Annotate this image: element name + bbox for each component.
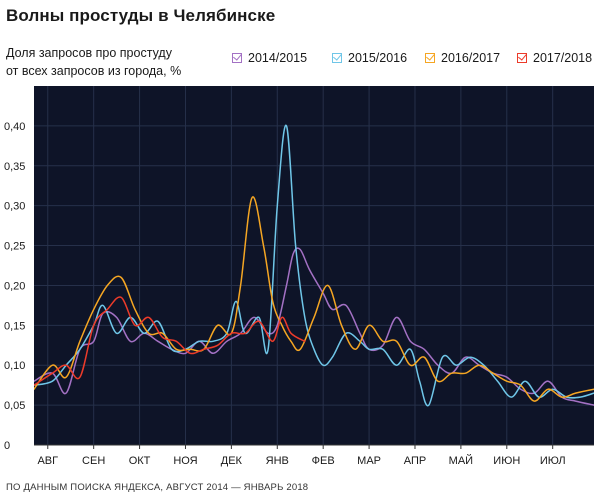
legend-label-2016-2017: 2016/2017 xyxy=(441,51,501,65)
legend-item-2014-2015[interactable]: 2014/2015 xyxy=(232,51,307,65)
x-tick-label: ЯНВ xyxy=(266,455,289,467)
x-tick-label: ФЕВ xyxy=(312,455,335,467)
x-tick-label: ИЮЛ xyxy=(540,455,566,467)
y-tick-label: 0,35 xyxy=(4,161,25,173)
y-axis-description-line-2: от всех запросов из города, % xyxy=(6,64,182,78)
x-tick-label: НОЯ xyxy=(173,455,197,467)
x-tick-label: МАЙ xyxy=(449,454,473,467)
legend-item-2015-2016[interactable]: 2015/2016 xyxy=(332,51,407,65)
x-tick-label: СЕН xyxy=(82,455,105,467)
x-tick-label: ИЮН xyxy=(493,455,520,467)
series-line-2016-2017 xyxy=(34,196,594,402)
legend: 2014/2015 2015/2016 2016/2017 2017/2018 xyxy=(232,51,597,71)
chart-title: Волны простуды в Челябинске xyxy=(6,6,276,25)
y-axis-description-line-1: Доля запросов про простуду xyxy=(6,46,172,60)
legend-swatch-2016-2017 xyxy=(425,53,435,63)
legend-label-2014-2015: 2014/2015 xyxy=(248,51,308,65)
x-tick-label: ДЕК xyxy=(221,455,243,467)
legend-label-2017-2018: 2017/2018 xyxy=(533,51,593,65)
y-tick-label: 0,15 xyxy=(4,320,25,332)
legend-swatch-2017-2018 xyxy=(517,53,527,63)
x-tick-label: ОКТ xyxy=(129,455,151,467)
legend-label-2015-2016: 2015/2016 xyxy=(348,51,408,65)
y-tick-label: 0,25 xyxy=(4,241,25,253)
series-line-2017-2018 xyxy=(34,296,306,386)
y-axis-description: Доля запросов про простуду от всех запро… xyxy=(6,44,206,80)
legend-swatch-2015-2016 xyxy=(332,53,342,63)
legend-item-2017-2018[interactable]: 2017/2018 xyxy=(517,51,592,65)
legend-item-2016-2017[interactable]: 2016/2017 xyxy=(425,51,500,65)
y-tick-label: 0,20 xyxy=(4,280,25,292)
plot-background xyxy=(34,86,594,445)
x-tick-label: АПР xyxy=(404,455,426,467)
x-tick-label: МАР xyxy=(357,455,381,467)
y-tick-label: 0,10 xyxy=(4,360,25,372)
x-tick-label: АВГ xyxy=(37,455,58,467)
y-tick-label: 0 xyxy=(4,440,10,452)
chart-area: 0 0,05 0,10 0,15 0,20 0,25 0,30 0,35 0,40 АВГ СЕН О… xyxy=(0,80,600,470)
source-note: ПО ДАННЫМ ПОИСКА ЯНДЕКСА, АВГУСТ 2014 — … xyxy=(6,482,309,493)
line-chart: 0 0,05 0,10 0,15 0,20 0,25 0,30 0,35 0,40 АВГ СЕН О… xyxy=(4,86,594,467)
legend-swatch-2014-2015 xyxy=(232,53,242,63)
y-tick-label: 0,40 xyxy=(4,121,25,133)
y-tick-label: 0,30 xyxy=(4,201,25,213)
y-tick-label: 0,05 xyxy=(4,400,25,412)
